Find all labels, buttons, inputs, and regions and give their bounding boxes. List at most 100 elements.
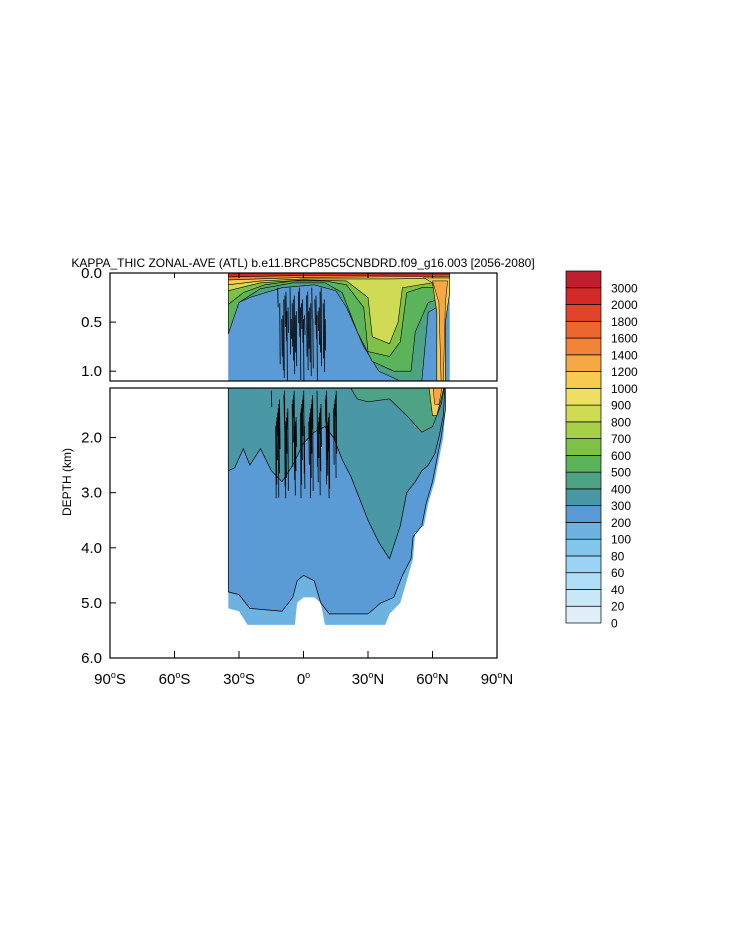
- colorbar-label: 1800: [611, 315, 638, 329]
- colorbar-label: 600: [611, 449, 631, 463]
- y-tick-label: 4.0: [81, 540, 102, 557]
- contour-band: [228, 273, 451, 345]
- colorbar-swatch: [565, 320, 602, 339]
- contour-streak: [333, 403, 336, 441]
- colorbar-swatch: [565, 387, 602, 406]
- colorbar-swatch: [565, 421, 602, 439]
- colorbar-label: 500: [611, 466, 631, 480]
- colorbar-swatch: [565, 605, 602, 624]
- x-tick-label: 30oN: [352, 670, 385, 688]
- x-tick-label: 60oS: [159, 670, 191, 688]
- contour-streak: [319, 408, 322, 472]
- x-tick-label: 90oN: [481, 670, 514, 688]
- contour-streak: [278, 403, 280, 474]
- lower-contour-field: [227, 388, 446, 625]
- upper-contour-field: [228, 273, 451, 381]
- contour-streak: [294, 426, 296, 496]
- contour-streak: [308, 421, 310, 465]
- colorbar-swatch: [565, 404, 602, 423]
- colorbar-label: 1600: [611, 332, 638, 346]
- colorbar-label: 900: [611, 399, 631, 413]
- contour-streak: [295, 417, 298, 447]
- contour-streak: [293, 390, 296, 481]
- colorbar-swatch: [565, 287, 602, 305]
- contour-streak: [326, 426, 329, 476]
- contour-streak: [300, 408, 303, 485]
- contour-streak: [302, 399, 304, 436]
- y-tick-label: 1.0: [81, 363, 102, 380]
- contour-streak: [277, 408, 280, 498]
- colorbar-label: 2000: [611, 298, 638, 312]
- contour-streak: [286, 417, 288, 454]
- contour-streak: [300, 412, 302, 499]
- contour-streak: [301, 403, 303, 461]
- colorbar-label: 40: [611, 583, 625, 597]
- x-tick-label: 0o: [297, 670, 310, 688]
- upper-y-axis: 0.0 0.5 1.0: [81, 265, 116, 380]
- colorbar-swatch: [565, 471, 602, 490]
- colorbar-swatch: [565, 538, 602, 557]
- lower-y-axis: 2.0 3.0 4.0 5.0 6.0: [81, 430, 116, 667]
- y-tick-label: 0.5: [81, 314, 102, 331]
- contour-streak: [312, 395, 314, 492]
- contour-streak: [335, 390, 338, 454]
- contour-streak: [309, 412, 311, 499]
- x-tick-label: 90oS: [94, 670, 126, 688]
- colorbar-swatch: [565, 270, 602, 289]
- colorbar-swatch: [565, 438, 602, 456]
- y-tick-label: 6.0: [81, 650, 102, 667]
- y-tick-label: 5.0: [81, 595, 102, 612]
- contour-streak: [276, 417, 278, 461]
- colorbar-label: 200: [611, 516, 631, 530]
- colorbar-swatch: [565, 572, 602, 590]
- y-tick-label: 0.0: [81, 265, 102, 282]
- colorbar-label: 300: [611, 499, 631, 513]
- colorbar-swatch: [565, 505, 602, 523]
- contour-streak: [285, 421, 287, 478]
- contour-streak: [275, 426, 277, 499]
- colorbar-label: 700: [611, 432, 631, 446]
- contour-streak: [275, 421, 278, 485]
- colorbar-label: 80: [611, 549, 625, 563]
- colorbar-swatch: [565, 371, 602, 389]
- colorbar-swatch: [565, 488, 602, 507]
- colorbar-swatch: [565, 354, 602, 372]
- y-tick-label: 3.0: [81, 485, 102, 502]
- contour-streak: [284, 390, 286, 487]
- contour-streak: [326, 390, 328, 461]
- y-tick-label: 2.0: [81, 430, 102, 447]
- x-tick-label: 30oS: [223, 670, 255, 688]
- colorbar-label: 3000: [611, 281, 638, 295]
- colorbar-swatch: [565, 589, 602, 607]
- upper-layer: [350, 388, 445, 433]
- northern-band-core: [432, 388, 443, 405]
- colorbar-label: 0: [611, 617, 618, 631]
- contour-streak: [303, 390, 305, 474]
- contour-streak: [303, 426, 306, 489]
- contour-streak: [328, 412, 331, 489]
- colorbar-label: 20: [611, 600, 625, 614]
- contour-streak: [291, 403, 294, 467]
- colorbar-label: 1000: [611, 382, 638, 396]
- colorbar-label: 100: [611, 533, 631, 547]
- contour-streak: [270, 390, 273, 408]
- contour-streak: [333, 408, 335, 465]
- contour-streak: [335, 395, 337, 478]
- chart-title: KAPPA_THIC ZONAL-AVE (ATL) b.e11.BRCP85C…: [71, 256, 534, 270]
- colorbar-label: 800: [611, 415, 631, 429]
- colorbar-swatch: [565, 455, 602, 473]
- contour-streak: [287, 408, 289, 492]
- contour-streak: [317, 426, 319, 483]
- northern-band-core: [432, 280, 448, 381]
- colorbar-label: 1400: [611, 348, 638, 362]
- x-axis: 90oS 60oS 30oS 0o 30oN 60oN 90oN: [94, 273, 513, 688]
- contour-streak: [325, 395, 327, 485]
- upper-panel: 0.0 0.5 1.0: [81, 265, 498, 382]
- contour-streak: [310, 403, 313, 454]
- contour-streak: [295, 421, 297, 472]
- contour-streak: [284, 426, 287, 499]
- contour-streak: [328, 417, 330, 499]
- colorbar-swatch: [565, 337, 602, 356]
- contour-streak: [279, 399, 281, 450]
